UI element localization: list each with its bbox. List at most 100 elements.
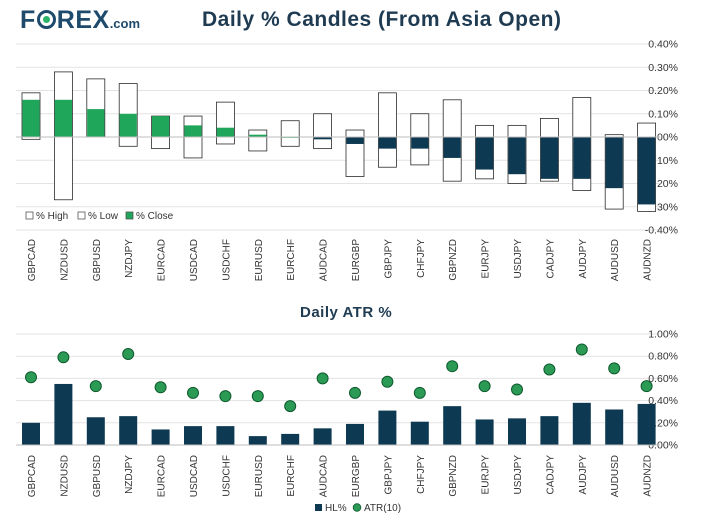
atr-hl-bar (637, 403, 656, 445)
atr-dot (122, 347, 135, 360)
candles-x-tick-label: USDCHF (221, 239, 232, 281)
candles-x-tick-label: EURCHF (286, 239, 297, 281)
atr-dot (511, 383, 523, 396)
candles-x-tick-label: GBPJPY (383, 239, 394, 279)
candle-close-bar (411, 137, 429, 149)
atr-x-tick-label: EURJPY (481, 455, 492, 495)
atr-dot (478, 380, 491, 393)
atr-hl-bar (475, 419, 494, 445)
candle-range (215, 101, 235, 145)
atr-x-tick-label: CADJPY (545, 455, 556, 495)
candle-close-bar (152, 116, 170, 137)
atr-legend-label-atr: ATR(10) (364, 503, 401, 514)
forex-logo: F REX.com (20, 6, 140, 35)
atr-dot (316, 372, 329, 385)
candle-close-bar (508, 137, 526, 175)
candles-x-tick-label: EURJPY (481, 239, 492, 279)
candles-x-tick-label: AUDJPY (578, 239, 589, 279)
atr-y-tick-label: 0.00% (648, 440, 678, 452)
atr-x-tick-label: CHFJPY (416, 455, 427, 494)
atr-x-tick-label: GBPUSD (92, 455, 103, 497)
candles-legend-swatch (77, 211, 86, 220)
candle-close-bar (87, 109, 105, 137)
atr-dot (57, 351, 70, 364)
candles-x-tick-label: CADJPY (545, 239, 556, 279)
candle-close-bar (22, 99, 40, 137)
atr-hl-bar (248, 436, 267, 445)
atr-legend-swatch-dot (352, 503, 362, 512)
candle-close-bar (638, 137, 656, 205)
candles-x-tick-label: EURGBP (351, 239, 362, 282)
candles-y-tick-label: 0.10% (648, 108, 678, 120)
logo-text-end: REX (56, 6, 110, 34)
logo-suffix: .com (109, 16, 141, 31)
candle-close-bar (540, 137, 558, 179)
atr-x-tick-label: GBPCAD (27, 455, 38, 497)
atr-x-tick-label: NZDJPY (124, 455, 135, 494)
atr-hl-bar (572, 402, 591, 445)
candle-close-bar (54, 99, 72, 137)
candles-legend-label: % Close (136, 211, 174, 222)
atr-y-tick-label: 0.20% (648, 417, 678, 429)
atr-dot (413, 386, 426, 399)
atr-dot (446, 360, 459, 373)
atr-hl-bar (216, 426, 235, 445)
candles-x-tick-label: GBPUSD (92, 239, 103, 281)
atr-chart-title: Daily ATR % (300, 304, 393, 321)
candles-legend-label: % High (36, 211, 68, 222)
atr-y-tick-label: 0.80% (648, 351, 678, 363)
candles-x-tick-label: NZDJPY (124, 239, 135, 278)
candles-x-tick-label: AUDUSD (610, 239, 621, 281)
candles-x-tick-label: CHFJPY (416, 239, 427, 278)
atr-dot (543, 363, 556, 376)
atr-dot (575, 343, 588, 356)
atr-dot (640, 380, 653, 393)
atr-x-tick-label: AUDCAD (319, 455, 330, 497)
atr-x-tick-label: EURCHF (286, 455, 297, 497)
atr-y-tick-label: 1.00% (648, 329, 678, 341)
atr-dot (25, 371, 37, 384)
candle-close-bar (249, 134, 267, 137)
atr-hl-bar (184, 426, 202, 445)
atr-hl-bar (378, 410, 397, 445)
candles-x-tick-label: AUDNZD (643, 239, 654, 281)
atr-dot (89, 380, 102, 393)
candles-legend-swatch (25, 211, 34, 220)
candles-y-tick-label: 0.40% (648, 39, 678, 51)
atr-x-tick-label: GBPJPY (383, 455, 394, 495)
candles-y-tick-label: 0.30% (648, 62, 678, 74)
candles-legend-swatch (125, 211, 134, 220)
atr-dot (349, 386, 361, 399)
atr-x-tick-label: EURGBP (351, 455, 362, 498)
atr-hl-bar (605, 409, 624, 445)
candle-close-bar (119, 113, 137, 137)
candles-x-tick-label: EURCAD (157, 239, 168, 281)
atr-x-tick-label: USDCHF (221, 455, 232, 497)
candle-close-bar (184, 125, 202, 137)
candle-close-bar (605, 137, 623, 189)
atr-legend-label-hl: HL% (325, 503, 347, 514)
candles-y-tick-label: -0.40% (645, 225, 678, 237)
atr-x-tick-label: GBPNZD (448, 455, 459, 497)
atr-hl-bar (281, 433, 300, 445)
atr-hl-bar (410, 421, 429, 445)
logo-o-icon (36, 10, 56, 29)
candle-close-bar (476, 137, 494, 170)
atr-y-tick-label: 0.60% (648, 373, 678, 385)
atr-hl-bar (86, 417, 105, 445)
atr-hl-bar (22, 422, 40, 445)
candles-chart-title: Daily % Candles (From Asia Open) (202, 8, 562, 31)
atr-x-tick-label: AUDJPY (578, 455, 589, 495)
candle-close-bar (378, 137, 396, 149)
atr-hl-bar (54, 383, 73, 445)
atr-dot (251, 390, 264, 403)
atr-x-tick-label: AUDUSD (610, 455, 621, 497)
atr-dot (284, 400, 297, 413)
candle-close-bar (314, 137, 332, 140)
atr-dot (381, 375, 394, 388)
atr-hl-bar (151, 429, 170, 445)
candle-close-bar (216, 127, 234, 137)
candle-range (377, 92, 397, 168)
